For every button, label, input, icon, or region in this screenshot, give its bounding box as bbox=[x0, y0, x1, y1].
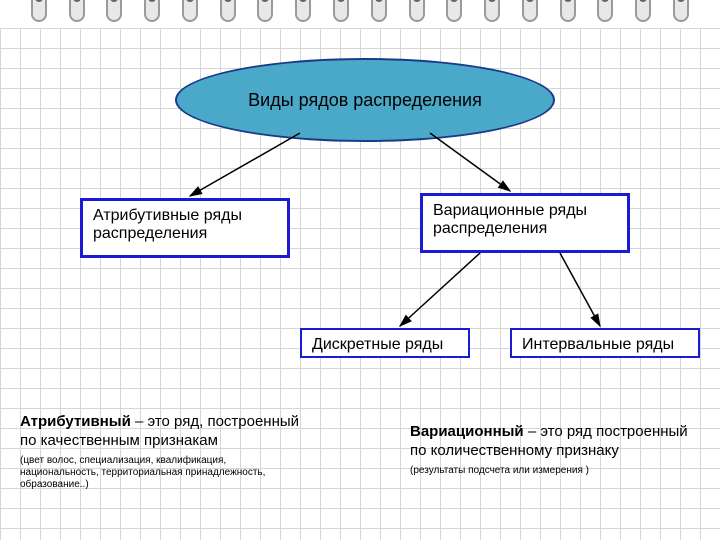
node-variational-label: Вариационные ряды распределения bbox=[433, 202, 617, 238]
desc-attr-bold: Атрибутивный bbox=[20, 413, 131, 430]
root-node: Виды рядов распределения bbox=[175, 58, 555, 142]
node-variational: Вариационные ряды распределения bbox=[420, 193, 630, 253]
node-interval-label: Интервальные ряды bbox=[522, 336, 674, 354]
desc-var-small: (результаты подсчета или измерения ) bbox=[410, 465, 700, 477]
root-label: Виды рядов распределения bbox=[248, 90, 482, 111]
node-discrete-label: Дискретные ряды bbox=[312, 336, 443, 354]
node-attributive: Атрибутивные ряды распределения bbox=[80, 198, 290, 258]
description-attributive: Атрибутивный – это ряд, построенный по к… bbox=[20, 413, 300, 491]
description-variational: Вариационный – это ряд построенный по ко… bbox=[410, 423, 700, 477]
node-interval: Интервальные ряды bbox=[510, 328, 700, 358]
desc-var-bold: Вариационный bbox=[410, 423, 524, 440]
spiral-binding bbox=[0, 0, 720, 26]
desc-attr-small: (цвет волос, специализация, квалификация… bbox=[20, 455, 300, 491]
node-discrete: Дискретные ряды bbox=[300, 328, 470, 358]
node-attributive-label: Атрибутивные ряды распределения bbox=[93, 207, 277, 243]
